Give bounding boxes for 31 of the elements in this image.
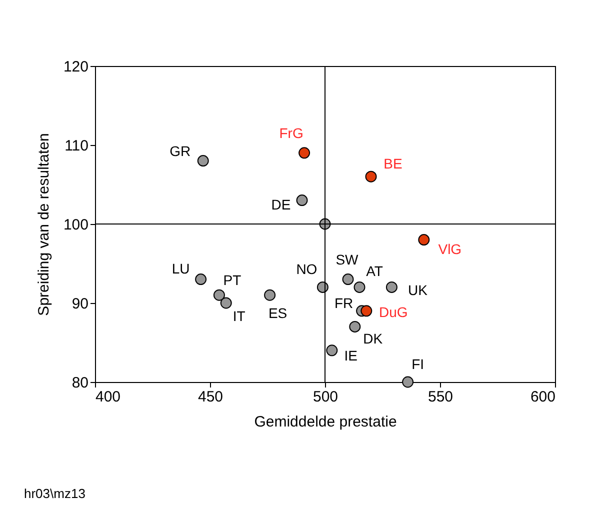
- y-tick-label: 110: [64, 138, 88, 154]
- data-label: UK: [408, 282, 428, 298]
- data-label: DE: [271, 196, 291, 212]
- data-label: FrG: [279, 124, 304, 141]
- data-label: PT: [223, 272, 242, 288]
- data-label: NO: [296, 261, 318, 278]
- data-label: ES: [268, 305, 288, 322]
- data-label: IE: [344, 347, 358, 364]
- data-label: VlG: [438, 240, 462, 257]
- data-label: AT: [366, 263, 384, 280]
- x-tick-label: 550: [428, 388, 454, 406]
- x-axis-title: Gemiddelde prestatie: [254, 414, 397, 430]
- data-label: SW: [336, 251, 360, 268]
- data-label: FR: [334, 294, 354, 311]
- data-label: DuG: [379, 304, 408, 320]
- y-axis-title: Spreiding van de resultaten: [35, 133, 52, 316]
- y-tick-label: 100: [63, 216, 88, 234]
- x-tick-label: 450: [198, 388, 224, 406]
- data-label: GR: [170, 142, 191, 159]
- x-tick-label: 400: [96, 388, 121, 406]
- y-tick-label: 120: [63, 58, 88, 76]
- y-tick-label: 90: [72, 296, 88, 312]
- data-label: DK: [363, 330, 384, 347]
- x-tick-label: 500: [312, 388, 338, 406]
- data-label: IT: [232, 308, 246, 324]
- data-label: BE: [384, 156, 402, 172]
- data-label: LU: [172, 260, 190, 276]
- x-tick-label: 600: [530, 388, 556, 406]
- y-tick-label: 80: [72, 374, 88, 392]
- text: hr03\mz13: [24, 486, 86, 501]
- data-label: FI: [412, 356, 424, 372]
